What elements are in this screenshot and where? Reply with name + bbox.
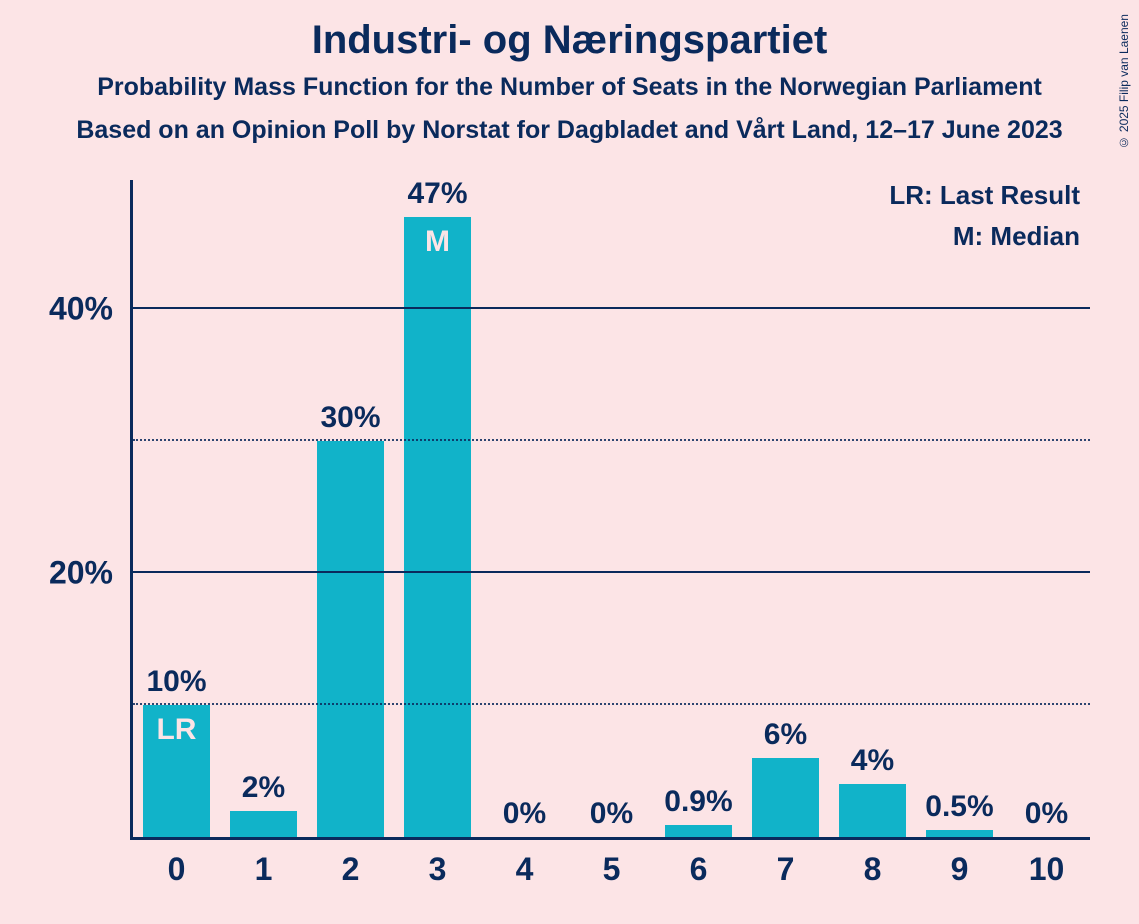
gridline [133, 307, 1090, 309]
bar-value-label: 2% [242, 771, 285, 811]
x-axis-label: 8 [864, 837, 882, 888]
bar: 2% [230, 811, 298, 837]
bar-value-label: 47% [407, 177, 467, 217]
gridline-dotted [133, 439, 1090, 441]
bar-cell: 2%1 [220, 180, 307, 837]
copyright-text: © 2025 Filip van Laenen [1117, 14, 1131, 149]
chart-subtitle-2: Based on an Opinion Poll by Norstat for … [0, 102, 1139, 145]
gridline-dotted [133, 703, 1090, 705]
plot-area: LR: Last Result M: Median 10%LR02%130%24… [130, 180, 1090, 840]
bar: 47%M [404, 217, 472, 837]
bar-inner-label: M [404, 225, 472, 259]
bar-value-label: 0% [503, 797, 546, 837]
chart-title: Industri- og Næringspartiet [0, 0, 1139, 63]
y-axis-label: 40% [0, 291, 113, 328]
bar-cell: 4%8 [829, 180, 916, 837]
bar-value-label: 10% [146, 665, 206, 705]
bar: 0.5% [926, 830, 994, 837]
bar-cell: 10%LR0 [133, 180, 220, 837]
bar-cell: 0.9%6 [655, 180, 742, 837]
bar: 6% [752, 758, 820, 837]
bars-container: 10%LR02%130%247%M30%40%50.9%66%74%80.5%9… [133, 180, 1090, 837]
bar-value-label: 6% [764, 718, 807, 758]
bar-value-label: 0% [1025, 797, 1068, 837]
chart-subtitle-1: Probability Mass Function for the Number… [0, 63, 1139, 102]
bar-cell: 30%2 [307, 180, 394, 837]
bar-inner-label: LR [143, 713, 211, 747]
bar: 0.9% [665, 825, 733, 837]
x-axis-label: 0 [168, 837, 186, 888]
bar-cell: 0%10 [1003, 180, 1090, 837]
x-axis-label: 4 [516, 837, 534, 888]
bar: 10%LR [143, 705, 211, 837]
x-axis-label: 3 [429, 837, 447, 888]
bar-value-label: 0.5% [925, 790, 993, 830]
bar-cell: 0%4 [481, 180, 568, 837]
bar-cell: 0.5%9 [916, 180, 1003, 837]
bar-value-label: 4% [851, 744, 894, 784]
x-axis-label: 7 [777, 837, 795, 888]
bar-cell: 47%M3 [394, 180, 481, 837]
bar-value-label: 30% [320, 401, 380, 441]
chart-area: LR: Last Result M: Median 10%LR02%130%24… [60, 180, 1110, 900]
bar-cell: 0%5 [568, 180, 655, 837]
bar: 4% [839, 784, 907, 837]
x-axis-label: 2 [342, 837, 360, 888]
gridline [133, 571, 1090, 573]
x-axis-label: 9 [951, 837, 969, 888]
bar: 30% [317, 441, 385, 837]
bar-value-label: 0.9% [664, 785, 732, 825]
x-axis-label: 10 [1029, 837, 1065, 888]
bar-cell: 6%7 [742, 180, 829, 837]
y-axis-label: 20% [0, 555, 113, 592]
x-axis-label: 6 [690, 837, 708, 888]
x-axis-label: 1 [255, 837, 273, 888]
x-axis-label: 5 [603, 837, 621, 888]
bar-value-label: 0% [590, 797, 633, 837]
